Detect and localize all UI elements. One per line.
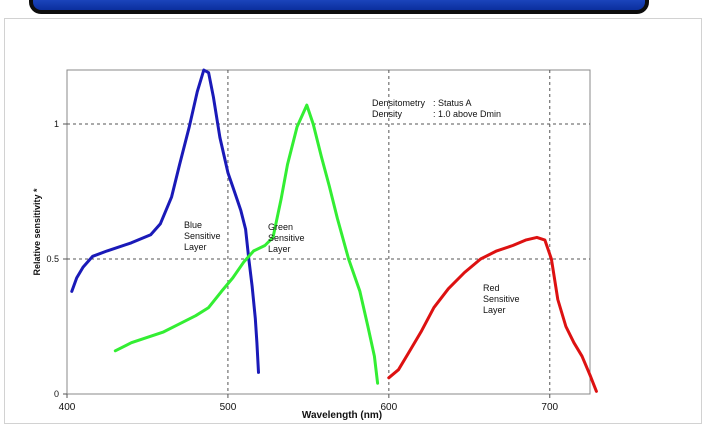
red-series-label-line-2: Sensitive [483, 294, 520, 304]
x-tick-label-700: 700 [541, 402, 558, 413]
y-tick-label-1: 1 [54, 119, 59, 129]
green-sensitivity-curve [113, 103, 380, 385]
grid-lines [67, 70, 590, 394]
slide-frame [4, 18, 702, 424]
axis-ticks: 400 500 600 700 0 0.5 1 [46, 119, 558, 413]
green-series-label-line-3: Layer [268, 244, 291, 254]
annotation-value-densitometry: : Status A [433, 98, 472, 108]
x-tick-label-600: 600 [381, 402, 398, 413]
y-tick-label-0: 0 [54, 389, 59, 399]
title-banner [29, 0, 649, 14]
blue-series-label-line-3: Layer [184, 242, 207, 252]
series-group [70, 68, 598, 393]
plot-area [66, 69, 591, 395]
annotation-value-density: : 1.0 above Dmin [433, 109, 501, 119]
y-axis-title: Relative sensitivity * [32, 188, 42, 276]
red-sensitivity-curve [387, 235, 598, 393]
green-series-label-line-1: Green [268, 222, 293, 232]
red-series-label-line-1: Red [483, 283, 500, 293]
blue-series-label-line-2: Sensitive [184, 231, 221, 241]
green-series-label-line-2: Sensitive [268, 233, 305, 243]
x-tick-label-500: 500 [220, 402, 237, 413]
annotation-label-densitometry: Densitometry [372, 98, 426, 108]
x-axis-title: Wavelength (nm) [302, 410, 382, 421]
series-labels: BlueSensitiveLayerGreenSensitiveLayerRed… [184, 220, 520, 315]
blue-sensitivity-curve [70, 68, 260, 374]
blue-series-label-line-1: Blue [184, 220, 202, 230]
annotation-label-density: Density [372, 109, 403, 119]
y-tick-label-0_5: 0.5 [46, 254, 59, 264]
red-series-label-line-3: Layer [483, 305, 506, 315]
x-tick-label-400: 400 [59, 402, 76, 413]
